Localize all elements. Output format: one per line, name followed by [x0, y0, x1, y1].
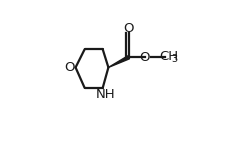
Text: NH: NH: [96, 88, 115, 101]
Polygon shape: [108, 56, 129, 67]
Text: O: O: [124, 22, 134, 35]
Text: 3: 3: [172, 54, 178, 64]
Text: O: O: [64, 61, 74, 74]
Text: CH: CH: [159, 50, 178, 63]
Text: O: O: [139, 51, 150, 64]
